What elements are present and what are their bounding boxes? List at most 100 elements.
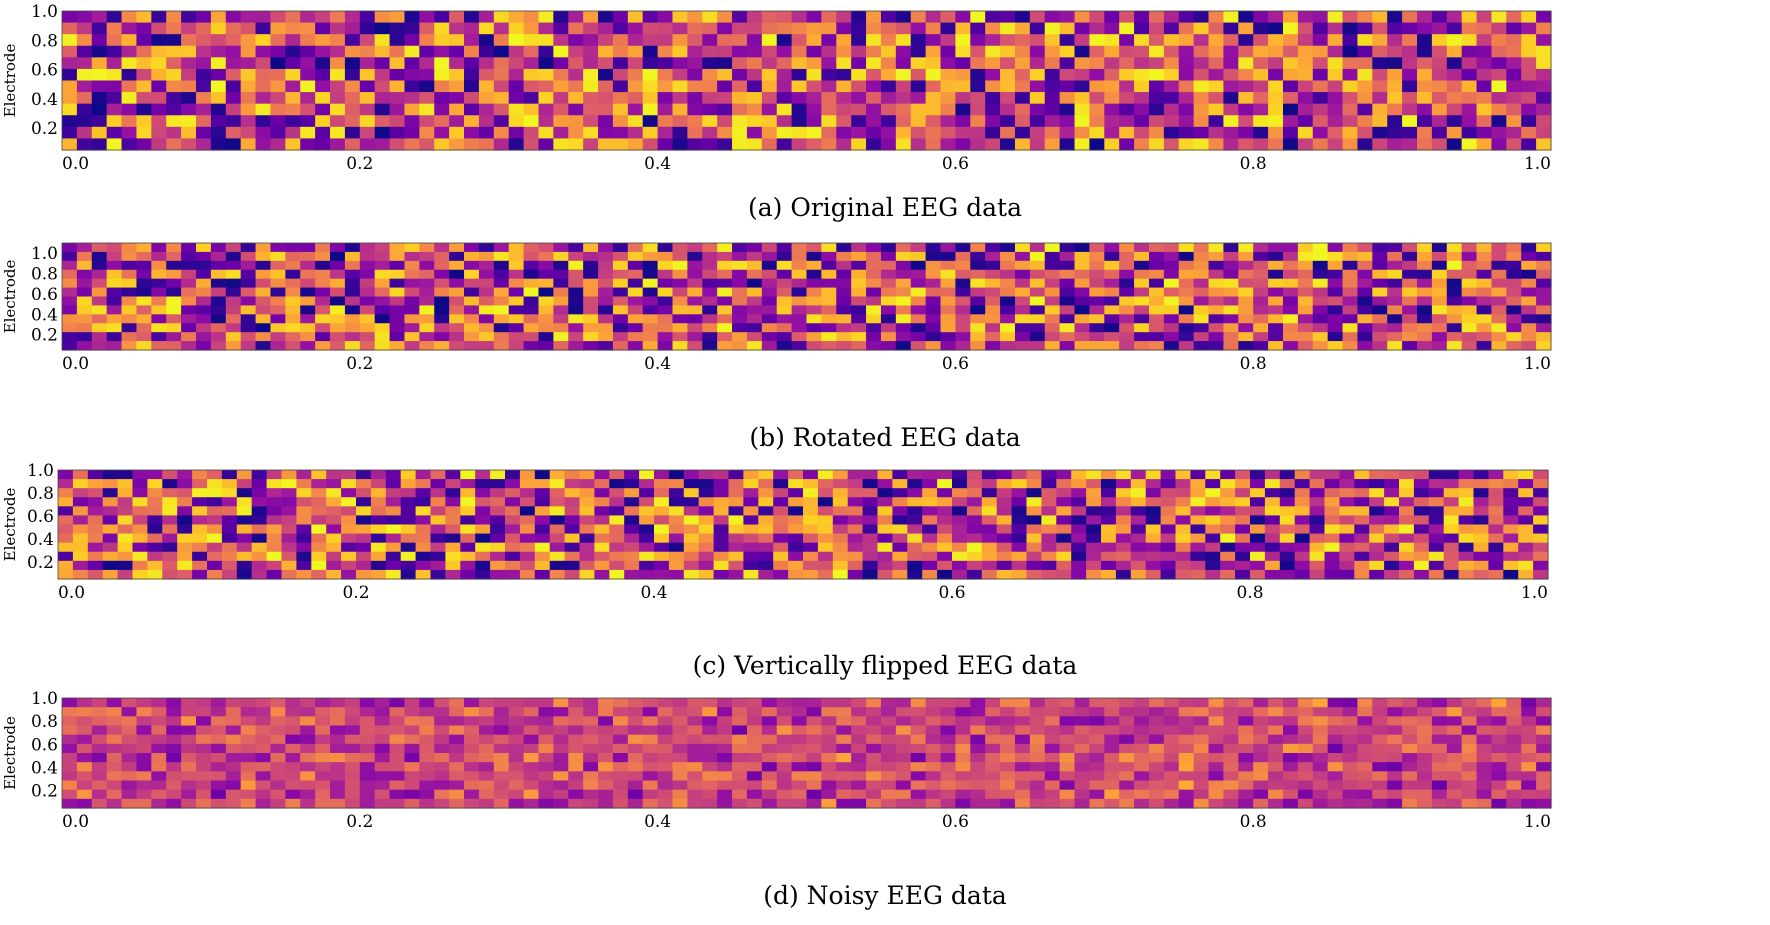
heatmap-cell (791, 138, 808, 151)
heatmap-cell (910, 251, 927, 262)
heatmap-cell (1178, 92, 1195, 105)
heatmap-cell (1461, 45, 1478, 58)
heatmap-cell (419, 716, 435, 727)
heatmap-cell (449, 341, 465, 351)
heatmap-cell (136, 734, 152, 745)
heatmap-cell (1014, 323, 1031, 333)
heatmap-cell (1443, 497, 1460, 507)
heatmap-cell (519, 497, 536, 507)
heatmap-cell (240, 103, 257, 116)
heatmap-cell (523, 126, 540, 140)
heatmap-cell (136, 725, 152, 736)
heatmap-cell (836, 57, 852, 70)
heatmap-cell (270, 725, 286, 736)
heatmap-cell (866, 341, 882, 351)
heatmap-cell (538, 115, 554, 128)
heatmap-cell (166, 789, 182, 800)
heatmap-cell (937, 506, 953, 517)
heatmap-cell (1253, 115, 1269, 128)
heatmap-cell (1357, 260, 1373, 271)
heatmap-cell (1163, 57, 1180, 70)
heatmap-cell (106, 34, 123, 47)
heatmap-cell (568, 243, 584, 253)
heatmap-cell (1473, 542, 1489, 553)
heatmap-cell (1476, 11, 1493, 24)
heatmap-cell (374, 126, 391, 140)
heatmap-cell (434, 287, 450, 298)
heatmap-cell (519, 515, 536, 526)
heatmap-cell (296, 533, 312, 544)
heatmap-cell (1399, 524, 1415, 535)
heatmap-cell (430, 551, 446, 562)
heatmap-cell (1148, 126, 1165, 140)
heatmap-cell (1521, 287, 1537, 298)
heatmap-cell (907, 524, 923, 535)
heatmap-cell (1521, 68, 1537, 82)
heatmap-cell (985, 341, 1001, 351)
heatmap-cell (359, 296, 376, 307)
heatmap-cell (1134, 287, 1150, 298)
heatmap-cell (460, 524, 476, 535)
heatmap-cell (1208, 698, 1225, 708)
heatmap-cell (1506, 780, 1522, 791)
heatmap-cell (266, 515, 283, 526)
heatmap-cell (970, 269, 986, 280)
plot-frame (61, 242, 1552, 351)
heatmap-cell (1059, 11, 1076, 24)
heatmap-cell (419, 115, 435, 128)
heatmap-cell (746, 716, 763, 727)
heatmap-cell (836, 698, 852, 708)
heatmap-cell (866, 80, 882, 93)
heatmap-cell (1387, 743, 1403, 754)
heatmap-cell (1461, 260, 1478, 271)
heatmap-cell (955, 68, 971, 82)
heatmap-cell (1372, 753, 1388, 763)
heatmap-cell (1476, 771, 1493, 782)
heatmap-cell (1029, 287, 1046, 298)
heatmap-cell (490, 560, 506, 571)
heatmap-cell (270, 115, 286, 128)
heatmap-cell (1431, 323, 1448, 333)
heatmap-cell (1223, 243, 1239, 253)
heatmap-cell (1443, 506, 1460, 517)
heatmap-cell (1461, 278, 1478, 289)
heatmap-cell (87, 569, 104, 580)
heatmap-cell (1387, 103, 1403, 116)
heatmap-cell (1402, 34, 1418, 47)
heatmap-cell (583, 314, 599, 324)
heatmap-cell (1503, 551, 1519, 562)
heatmap-cell (121, 260, 138, 271)
heatmap-cell (359, 789, 376, 800)
heatmap-cell (225, 725, 242, 736)
heatmap-cell (62, 734, 78, 745)
heatmap-cell (594, 569, 610, 580)
heatmap-cell (296, 551, 312, 562)
heatmap-cell (221, 542, 238, 553)
heatmap-cell (910, 243, 927, 253)
heatmap-cell (1134, 103, 1150, 116)
heatmap-cell (639, 524, 655, 535)
heatmap-cell (1342, 287, 1359, 298)
heatmap-cell (434, 243, 450, 253)
heatmap-cell (1506, 269, 1522, 280)
heatmap-cell (210, 45, 227, 58)
heatmap-cell (508, 243, 525, 253)
heatmap-cell (806, 296, 822, 307)
heatmap-cell (419, 80, 435, 93)
heatmap-cell (464, 798, 480, 809)
heatmap-cell (225, 798, 242, 809)
heatmap-cell (1134, 716, 1150, 727)
heatmap-cell (315, 771, 331, 782)
heatmap-cell (1268, 734, 1284, 745)
heatmap-cell (1134, 34, 1150, 47)
heatmap-cell (1178, 798, 1195, 809)
heatmap-cell (836, 753, 852, 763)
heatmap-cell (746, 332, 763, 342)
heatmap-cell (117, 479, 134, 489)
heatmap-cell (776, 305, 793, 315)
heatmap-cell (1476, 138, 1493, 151)
heatmap-cell (821, 251, 837, 262)
heatmap-cell (1148, 753, 1165, 763)
heatmap-cell (151, 698, 167, 708)
heatmap-cell (732, 780, 748, 791)
